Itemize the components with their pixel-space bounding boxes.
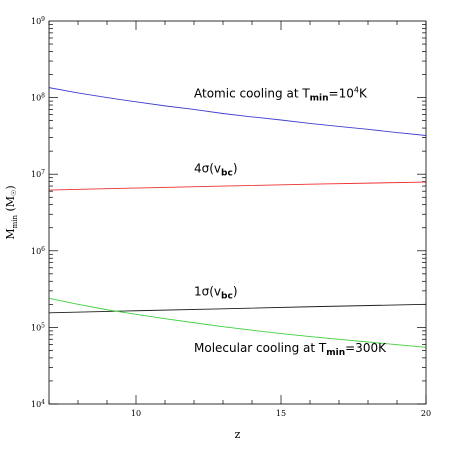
y-tick-label: 104 [31, 399, 45, 409]
y-tick-label: 107 [31, 169, 45, 179]
y-tick-label: 105 [31, 322, 45, 332]
labels: 10 15 20 104 105 106 107 108 109 [31, 16, 431, 418]
annotations: Atomic cooling at Tmin=104K 4σ(vbc) 1σ(vbc… [194, 86, 387, 358]
ticks [48, 21, 427, 405]
x-tick-label: 10 [131, 409, 141, 418]
x-tick-label: 15 [276, 409, 286, 418]
y-tick-label: 109 [31, 16, 45, 26]
annotation-molecular: Molecular cooling at Tmin=300K [194, 341, 387, 358]
y-axis-title: Mmin (M☉) [4, 185, 19, 239]
annotation-atomic: Atomic cooling at Tmin=104K [194, 86, 368, 104]
series-line-one_sigma [48, 303, 427, 314]
y-tick-label: 108 [31, 93, 45, 103]
plot-frame [48, 20, 427, 405]
series-line-molecular [48, 297, 427, 348]
series-group [48, 87, 427, 348]
x-tick-label: 20 [421, 409, 431, 418]
annotation-one_sigma: 1σ(vbc) [194, 285, 238, 302]
series-line-atomic [48, 87, 427, 136]
y-tick-label: 106 [31, 246, 45, 256]
annotation-four_sigma: 4σ(vbc) [194, 162, 238, 179]
x-axis-title: z [235, 428, 241, 441]
series-line-four_sigma [48, 181, 427, 191]
